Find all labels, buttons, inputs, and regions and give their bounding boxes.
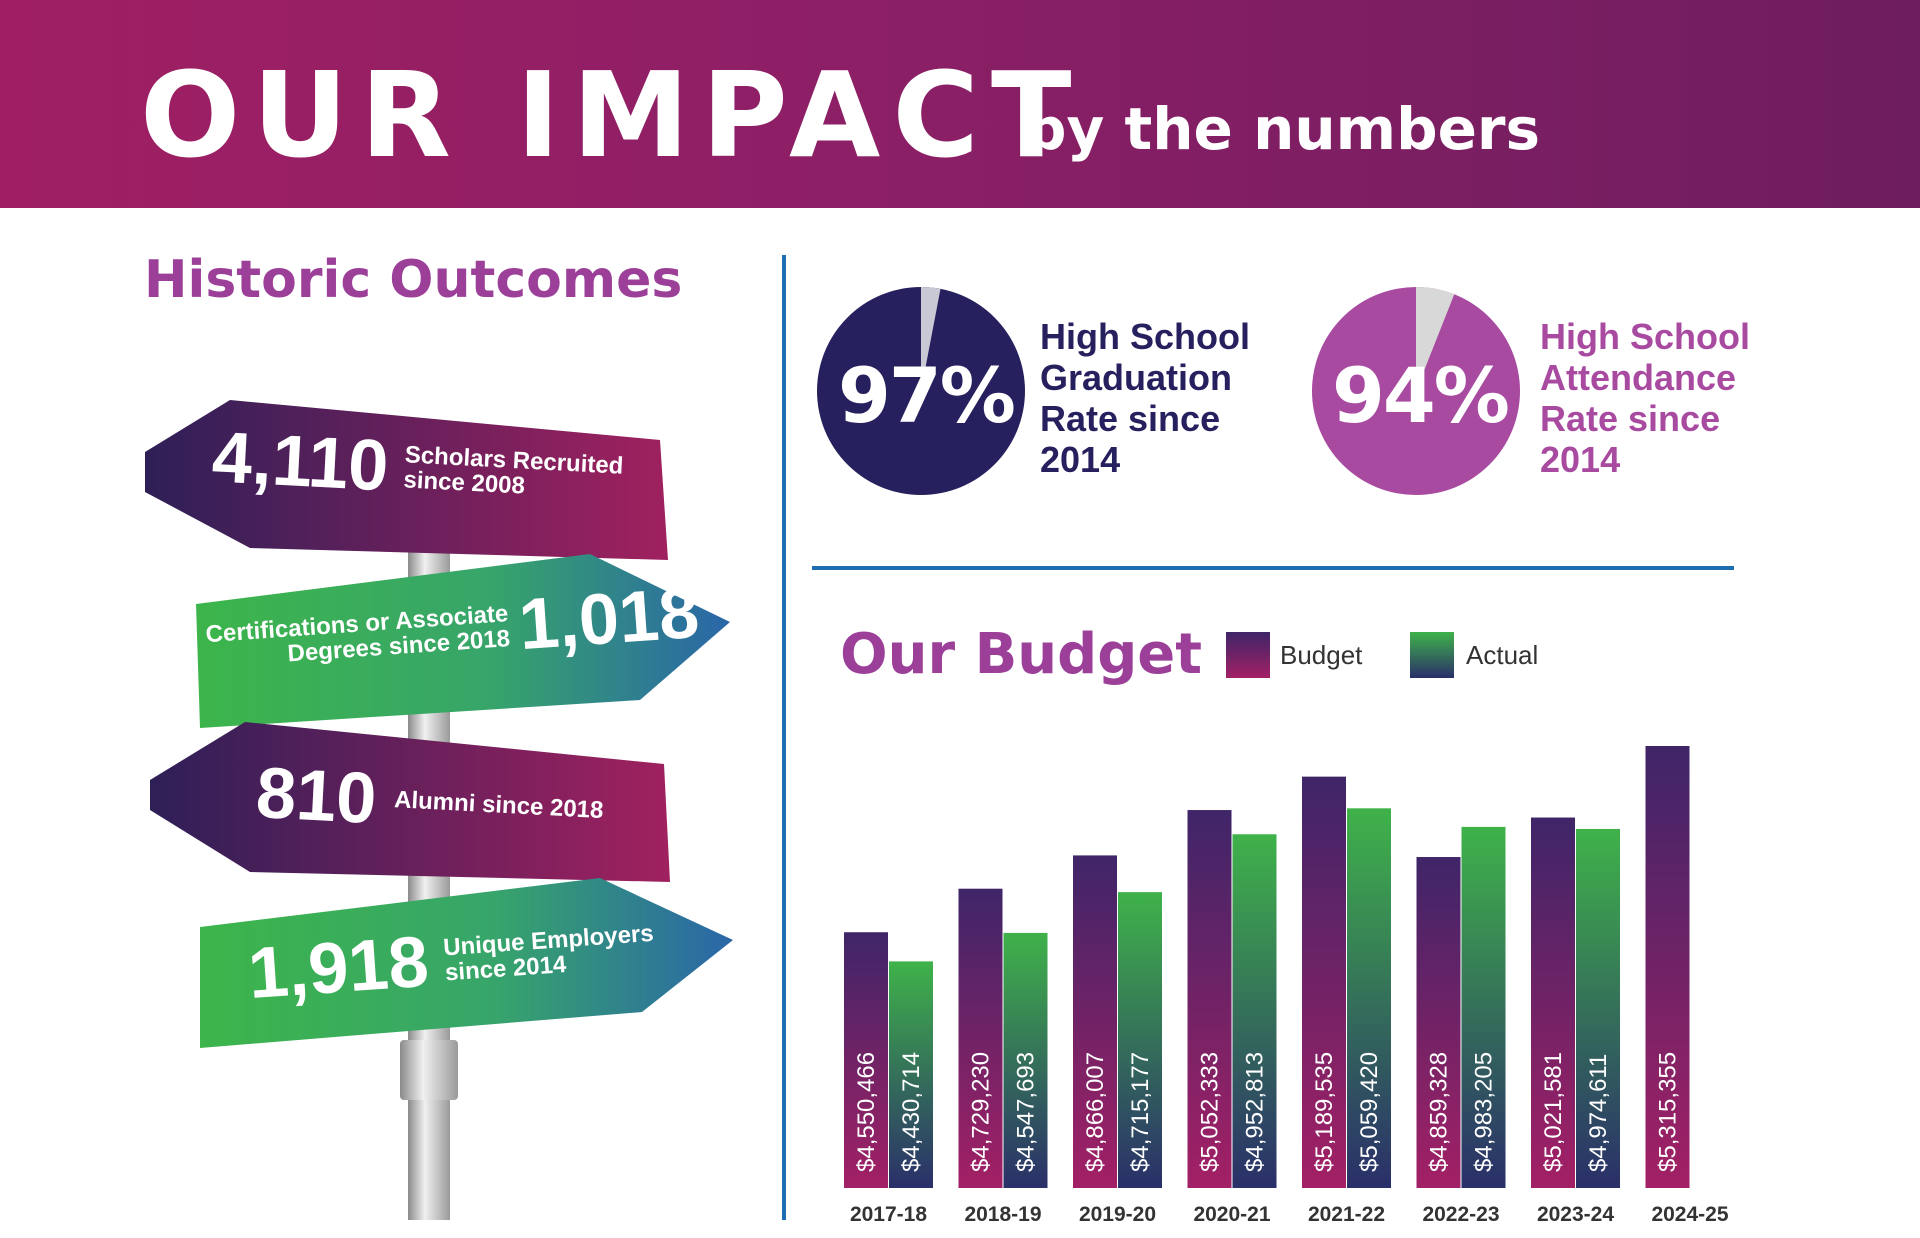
data-label-actual-2022-23: $4,983,205 bbox=[1471, 1052, 1498, 1172]
attendance-rate-label-line3: Rate since bbox=[1540, 398, 1721, 439]
bar-budget-2019-20 bbox=[1073, 855, 1117, 1188]
x-tick-label-2020-21: 2020-21 bbox=[1193, 1203, 1270, 1226]
x-tick-label-2018-19: 2018-19 bbox=[964, 1203, 1041, 1226]
data-label-budget-2023-24: $5,021,581 bbox=[1540, 1052, 1567, 1172]
data-label-budget-2020-21: $5,052,333 bbox=[1197, 1052, 1224, 1172]
attendance-rate-label-line4: 2014 bbox=[1540, 439, 1621, 480]
x-tick-label-2022-23: 2022-23 bbox=[1422, 1203, 1499, 1226]
bar-actual-2019-20 bbox=[1118, 892, 1162, 1188]
sign-arrow-4 bbox=[200, 878, 733, 1048]
data-label-budget-2017-18: $4,550,466 bbox=[853, 1052, 880, 1172]
x-tick-label-2019-20: 2019-20 bbox=[1079, 1203, 1156, 1226]
data-label-budget-2021-22: $5,189,535 bbox=[1311, 1052, 1338, 1172]
x-tick-label-2024-25: 2024-25 bbox=[1651, 1203, 1728, 1226]
data-label-budget-2018-19: $4,729,230 bbox=[968, 1052, 995, 1172]
page-subtitle: by the numbers bbox=[1025, 95, 1541, 163]
budget-heading: Our Budget bbox=[840, 622, 1203, 687]
legend-budget-label: Budget bbox=[1280, 640, 1363, 670]
bar-budget-2020-21 bbox=[1187, 810, 1232, 1188]
bar-budget-2021-22 bbox=[1302, 776, 1346, 1188]
attendance-rate-label-line1: High School bbox=[1540, 316, 1750, 357]
signpost-graphic bbox=[145, 400, 733, 1220]
data-label-budget-2019-20: $4,866,007 bbox=[1082, 1052, 1109, 1172]
signpost-pole-bracket bbox=[400, 1040, 458, 1100]
x-tick-label-2017-18: 2017-18 bbox=[850, 1203, 927, 1226]
bar-budget-2018-19 bbox=[958, 888, 1003, 1188]
data-label-actual-2018-19: $4,547,693 bbox=[1013, 1052, 1040, 1172]
legend-budget-swatch bbox=[1226, 632, 1270, 678]
x-tick-label-2023-24: 2023-24 bbox=[1537, 1203, 1614, 1226]
legend-actual-label: Actual bbox=[1466, 640, 1539, 670]
bar-budget-2017-18 bbox=[844, 932, 888, 1188]
data-label-actual-2021-22: $5,059,420 bbox=[1356, 1052, 1383, 1172]
sign-arrow-2 bbox=[196, 554, 730, 728]
data-label-actual-2020-21: $4,952,813 bbox=[1242, 1052, 1269, 1172]
bar-actual-2017-18 bbox=[889, 961, 933, 1188]
bar-actual-2023-24 bbox=[1576, 828, 1620, 1188]
bar-budget-2022-23 bbox=[1416, 857, 1461, 1188]
page-title: OUR IMPACT bbox=[140, 46, 1084, 184]
horizontal-divider bbox=[812, 566, 1734, 570]
graduation-rate-pie-remainder bbox=[921, 287, 941, 391]
bar-actual-2018-19 bbox=[1003, 932, 1048, 1188]
attendance-rate-pie-remainder bbox=[1416, 287, 1455, 391]
graduation-rate-label-line2: Graduation bbox=[1040, 357, 1233, 398]
vertical-divider bbox=[782, 255, 786, 1220]
historic-outcomes-heading: Historic Outcomes bbox=[144, 250, 683, 310]
sign-arrow-1 bbox=[145, 400, 668, 560]
attendance-rate-pie bbox=[1312, 287, 1520, 495]
data-label-actual-2017-18: $4,430,714 bbox=[898, 1052, 925, 1172]
bar-actual-2020-21 bbox=[1232, 834, 1277, 1188]
bar-budget-2023-24 bbox=[1531, 817, 1575, 1188]
x-tick-label-2021-22: 2021-22 bbox=[1308, 1203, 1385, 1226]
attendance-rate-label: High School Attendance Rate since 2014 bbox=[1540, 316, 1780, 480]
attendance-rate-label-line2: Attendance bbox=[1540, 357, 1737, 398]
attendance-rate-value: 94% bbox=[1332, 351, 1510, 440]
bar-actual-2021-22 bbox=[1347, 808, 1391, 1188]
data-label-budget-2024-25: $5,315,355 bbox=[1655, 1052, 1682, 1172]
header-banner: OUR IMPACT by the numbers bbox=[0, 0, 1920, 208]
graduation-rate-label-line4: 2014 bbox=[1040, 439, 1121, 480]
data-label-actual-2019-20: $4,715,177 bbox=[1127, 1052, 1154, 1172]
graduation-rate-label-line3: Rate since bbox=[1040, 398, 1221, 439]
legend-actual-swatch bbox=[1410, 632, 1454, 678]
bar-actual-2022-23 bbox=[1461, 826, 1506, 1188]
bar-budget-2024-25 bbox=[1645, 746, 1690, 1188]
graduation-rate-pie bbox=[817, 287, 1025, 495]
graduation-rate-label: High School Graduation Rate since 2014 bbox=[1040, 316, 1280, 480]
graduation-rate-label-line1: High School bbox=[1040, 316, 1250, 357]
sign-arrow-3 bbox=[150, 722, 670, 882]
data-label-actual-2023-24: $4,974,611 bbox=[1585, 1054, 1612, 1172]
graduation-rate-value: 97% bbox=[838, 351, 1016, 440]
data-label-budget-2022-23: $4,859,328 bbox=[1426, 1052, 1453, 1172]
